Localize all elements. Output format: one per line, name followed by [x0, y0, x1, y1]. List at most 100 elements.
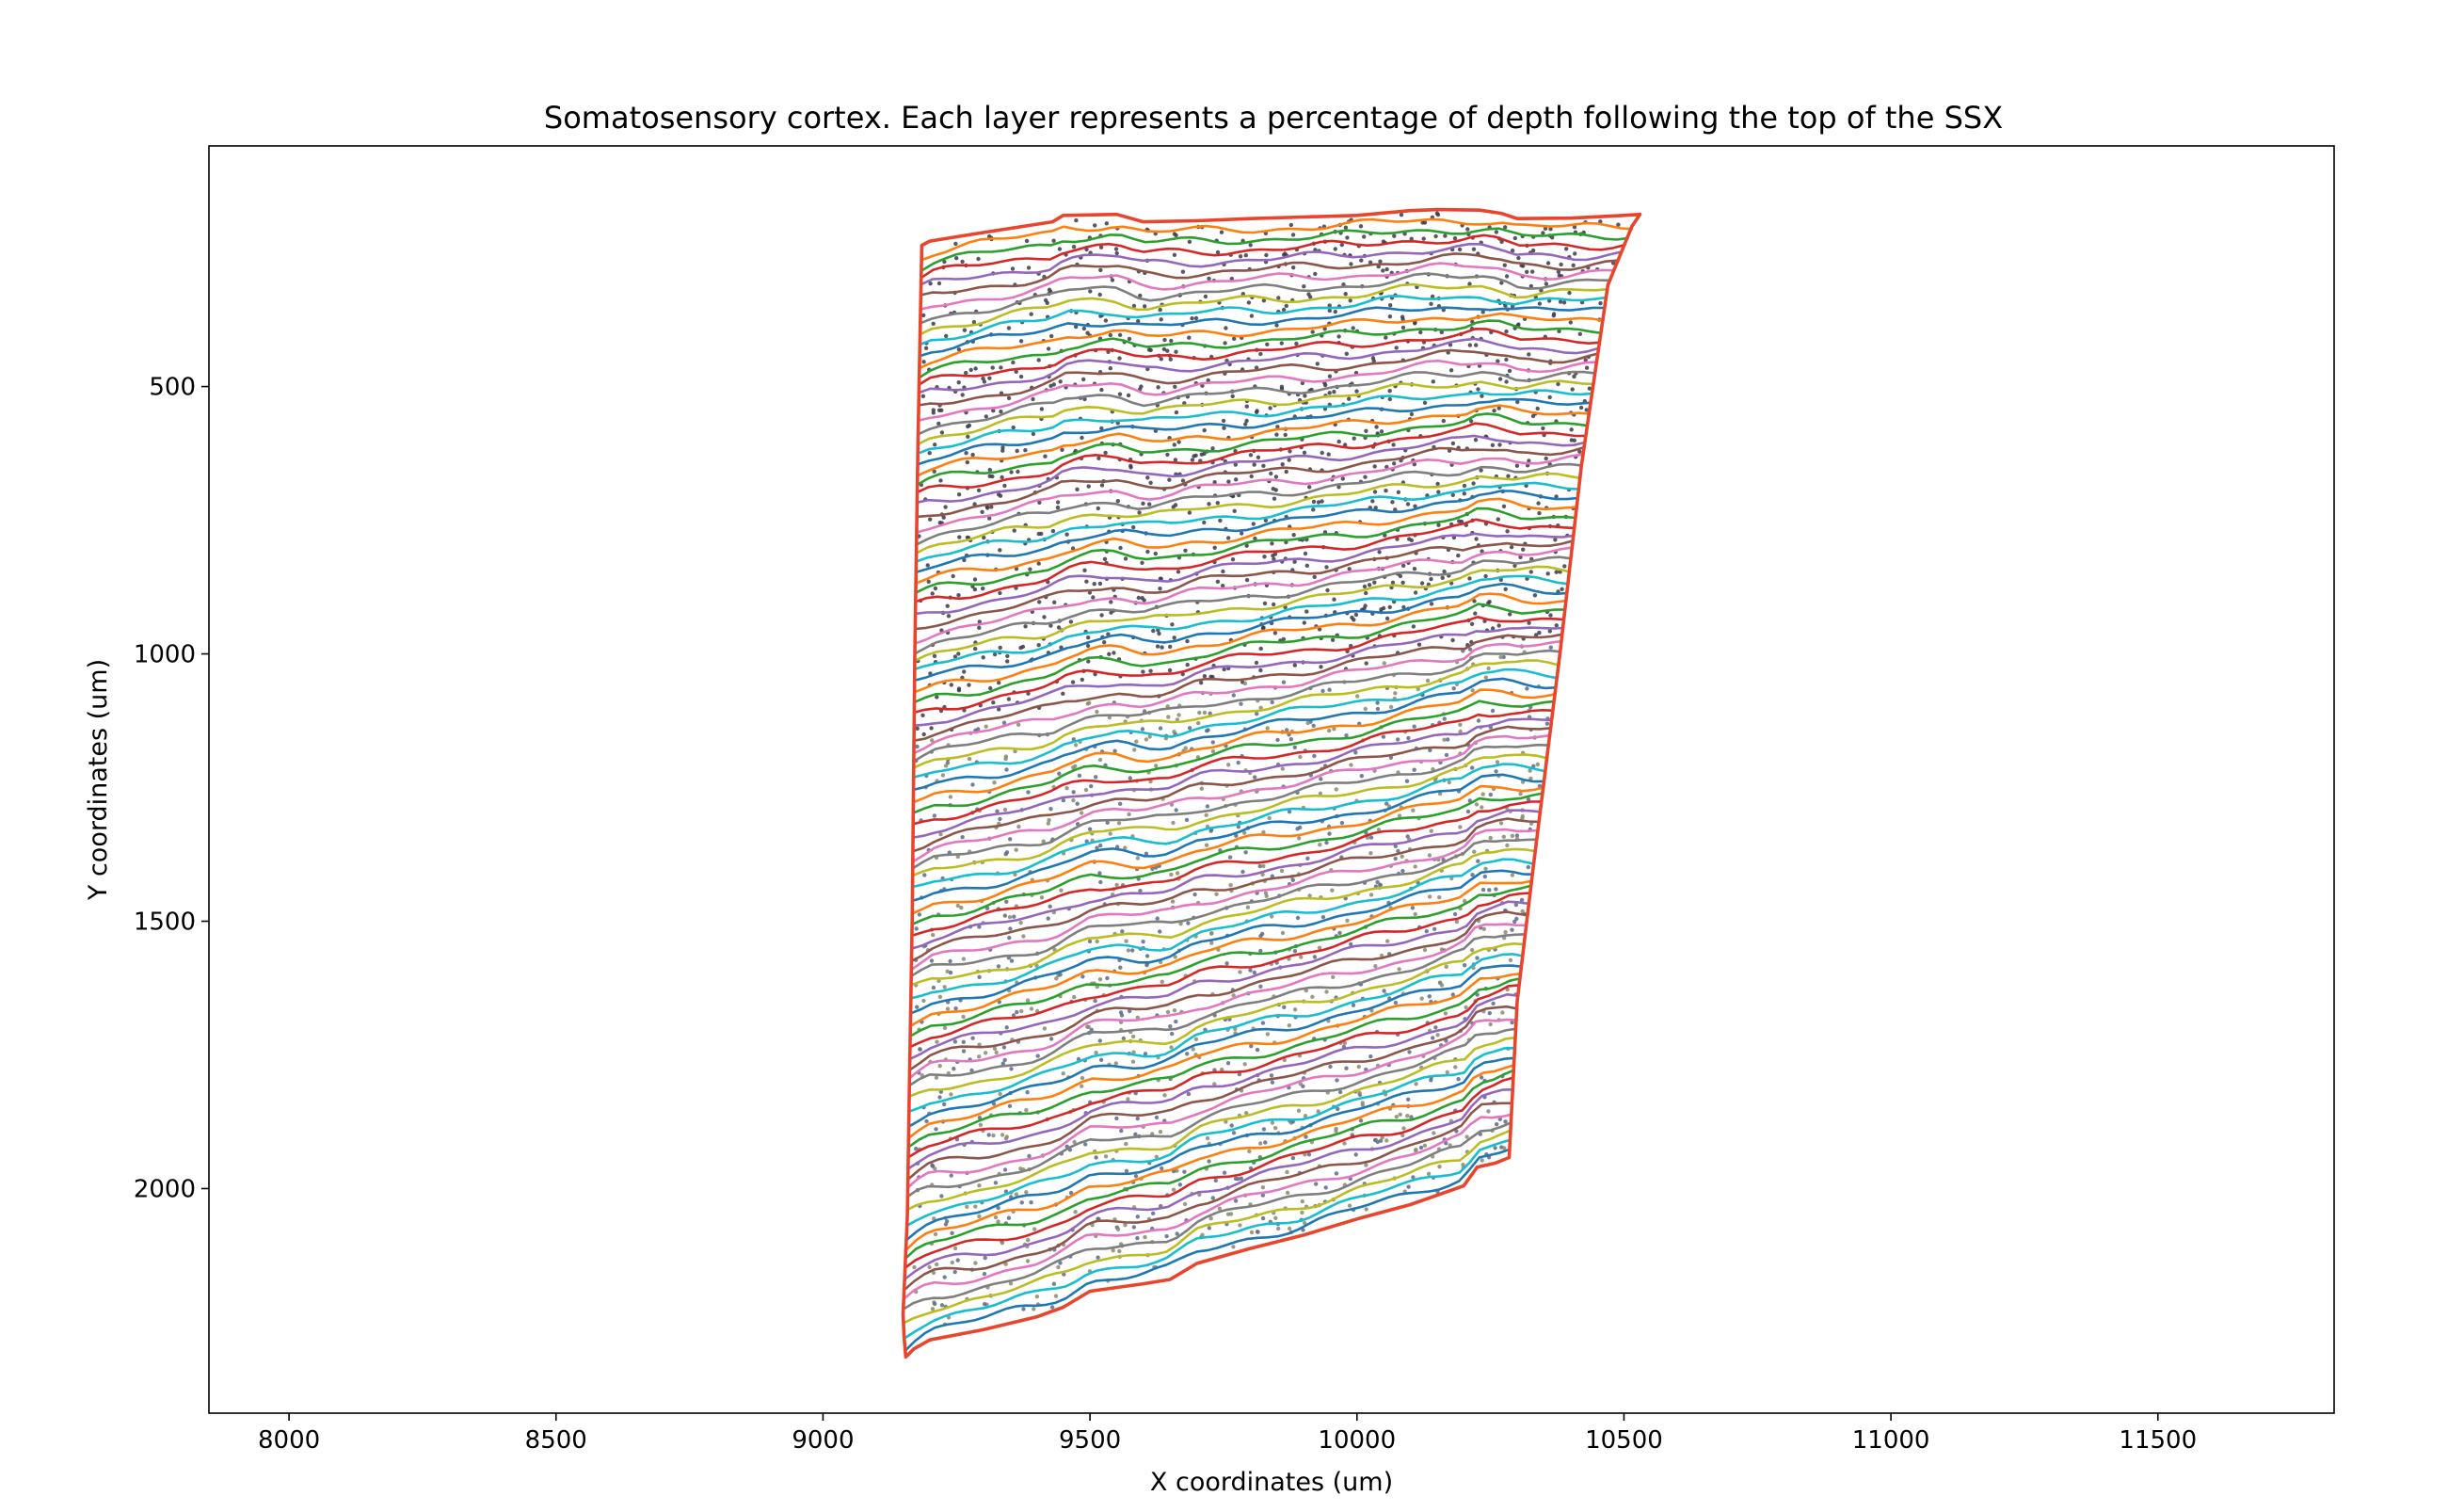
cell-point [1028, 567, 1032, 571]
cell-point [1496, 623, 1501, 628]
cell-point [949, 1173, 953, 1178]
cell-point [1400, 314, 1405, 319]
cell-point [1344, 351, 1350, 356]
cell-point [1238, 970, 1242, 974]
cell-point [945, 603, 950, 608]
cell-point [1307, 485, 1312, 490]
cell-point [1302, 284, 1306, 289]
cell-point [1210, 1196, 1216, 1200]
cell-point [915, 726, 920, 731]
cell-point [933, 586, 938, 591]
cell-point [1098, 245, 1104, 249]
cell-point [998, 548, 1002, 553]
cell-point [1115, 499, 1121, 504]
cell-point [1521, 264, 1526, 268]
cell-point [1231, 1245, 1236, 1249]
cell-point [1253, 536, 1257, 541]
cell-point [1172, 232, 1177, 236]
cell-point [1193, 1037, 1199, 1042]
cell-point [1295, 827, 1300, 831]
cell-point [1407, 1050, 1412, 1054]
cell-point [1236, 825, 1241, 829]
cell-point [997, 681, 1001, 685]
cell-point [1342, 1141, 1347, 1146]
cell-point [1530, 248, 1536, 253]
cell-point [1393, 856, 1398, 861]
cell-point [1285, 728, 1289, 732]
cell-point [1232, 336, 1237, 341]
cell-point [1388, 755, 1394, 760]
cell-point [1217, 1206, 1223, 1211]
cell-point [1111, 1248, 1115, 1253]
cell-point [1075, 801, 1080, 806]
cell-point [1422, 400, 1428, 405]
cell-point [1304, 563, 1310, 568]
cell-point [1081, 377, 1086, 382]
cell-point [1154, 1115, 1160, 1120]
layer-line [914, 626, 1563, 728]
layer-line [914, 592, 1567, 694]
cell-point [1094, 775, 1098, 780]
cell-point [1024, 238, 1030, 244]
cell-point [1521, 547, 1526, 552]
y-axis-label: Y coordinates (um) [84, 659, 113, 901]
cell-point [1109, 610, 1113, 615]
layer-line [913, 677, 1557, 792]
cell-point [1340, 476, 1346, 481]
cell-point [1131, 303, 1137, 309]
cell-point [1363, 475, 1368, 479]
cell-point [1359, 258, 1364, 263]
cell-point [1472, 599, 1477, 603]
cell-point [1230, 557, 1236, 562]
cell-point [1025, 998, 1031, 1003]
cell-point [1210, 748, 1216, 754]
cell-point [1096, 1255, 1100, 1260]
layer-line [916, 472, 1581, 555]
layer-line [913, 603, 1566, 704]
cell-point [1406, 1097, 1411, 1102]
layer-line [913, 633, 1562, 742]
cell-point [1427, 853, 1432, 858]
cell-point [1258, 984, 1263, 989]
cell-point [1554, 494, 1559, 499]
cell-point [1442, 569, 1447, 574]
cell-point [977, 974, 982, 980]
cell-point [1384, 464, 1389, 470]
cell-point [1537, 301, 1543, 306]
cell-point [1215, 501, 1221, 506]
cell-point [1493, 1146, 1497, 1150]
cell-point [972, 587, 978, 592]
cell-point [1544, 281, 1549, 286]
cell-point [961, 1049, 967, 1054]
cell-point [1254, 660, 1259, 666]
cell-point [1226, 536, 1231, 540]
cell-point [1470, 765, 1475, 770]
cell-point [1110, 278, 1115, 282]
cell-point [1508, 612, 1512, 617]
cell-point [1021, 1307, 1026, 1311]
cell-point [1324, 989, 1329, 994]
cell-point [950, 1231, 954, 1236]
cell-point [1327, 308, 1333, 314]
cell-point [1306, 1152, 1312, 1157]
cell-point [1295, 915, 1301, 921]
cell-point [1202, 710, 1208, 716]
cell-point [1271, 487, 1276, 491]
cell-point [1319, 777, 1323, 781]
cell-point [1148, 480, 1153, 485]
cell-point [1504, 274, 1510, 279]
cell-point [1528, 776, 1533, 781]
cell-point [1168, 1024, 1173, 1029]
cell-point [928, 281, 933, 286]
cell-point [996, 1205, 1000, 1211]
cell-point [936, 421, 941, 426]
cell-point [1093, 998, 1097, 1004]
cell-point [1002, 1167, 1008, 1172]
cell-point [1000, 1241, 1005, 1246]
layer-line [915, 481, 1579, 563]
cell-point [1146, 347, 1152, 352]
cell-point [1222, 667, 1226, 672]
cell-point [1113, 247, 1119, 251]
cell-point [1134, 739, 1139, 744]
cell-point [1373, 506, 1378, 510]
